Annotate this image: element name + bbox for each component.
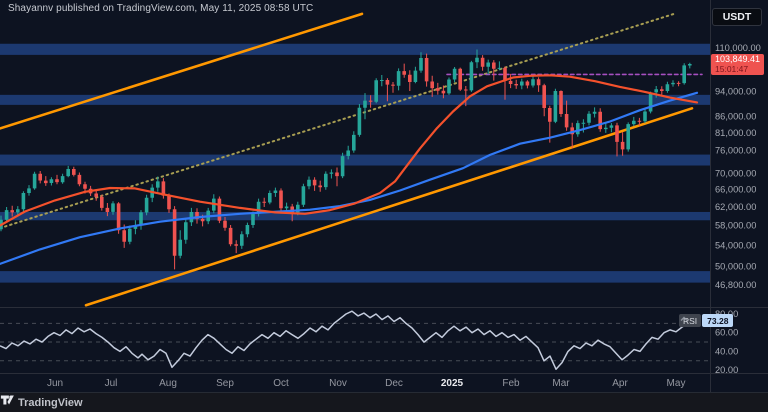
month-label: Aug <box>159 378 177 389</box>
time-axis[interactable]: Jun Jul Aug Sep Oct Nov Dec 2025 Feb Mar Apr May <box>47 378 686 389</box>
price-axis-label: 70,000.00 <box>715 168 756 178</box>
last-price-label[interactable]: 103,849.41 15:01:47 <box>711 54 764 75</box>
price-axis-label: 54,000.00 <box>715 240 756 250</box>
moving-averages-layer <box>0 74 699 265</box>
price-axis[interactable]: 110,000.00 94,000.00 86,000.00 81,000.00 76,… <box>715 43 761 290</box>
month-label: Oct <box>273 378 289 389</box>
ma-slow-blue-line <box>0 91 699 265</box>
month-label: Nov <box>329 378 347 389</box>
month-label: 2025 <box>441 378 464 389</box>
trendline-upper-channel <box>0 12 364 130</box>
last-price-value: 103,849.41 <box>715 54 761 64</box>
rsi-legend[interactable]: RSI 73.28 <box>679 314 734 327</box>
month-label: Sep <box>216 378 234 389</box>
bottom-brand-bar: TradingView <box>0 392 768 412</box>
price-axis-label: 46,800.00 <box>715 280 756 290</box>
bar-countdown: 15:01:47 <box>715 63 749 74</box>
price-axis-label: 62,000.00 <box>715 202 756 212</box>
price-axis-label: 86,000.00 <box>715 111 756 121</box>
price-axis-label: 110,000.00 <box>715 43 761 53</box>
chevron-up-icon[interactable] <box>679 314 689 324</box>
rsi-axis-label: 20.00 <box>715 365 738 375</box>
month-label: May <box>667 378 686 389</box>
month-label: Jun <box>47 378 63 389</box>
support-resistance-zones <box>0 43 710 283</box>
sr-zone <box>0 43 710 55</box>
price-axis-label: 66,000.00 <box>715 185 756 195</box>
trendlines-layer <box>0 12 703 307</box>
attribution-text: Shayannv published on TradingView.com, M… <box>8 3 314 14</box>
candle-wicks-up <box>0 49 691 259</box>
price-axis-label: 58,000.00 <box>715 220 756 230</box>
brand-name[interactable]: TradingView <box>18 396 83 409</box>
rsi-current-value: 73.28 <box>702 314 734 327</box>
candles-layer <box>0 49 692 270</box>
month-label: Jul <box>105 378 118 389</box>
rsi-line <box>0 310 695 370</box>
tradingview-logo-icon[interactable] <box>0 393 16 407</box>
quote-currency-badge[interactable]: USDT <box>712 8 762 26</box>
trendline-mid-channel <box>0 12 675 230</box>
price-axis-label: 76,000.00 <box>715 146 756 156</box>
ma-fast-orange-line <box>0 74 699 227</box>
month-label: Apr <box>612 378 628 389</box>
price-axis-label: 81,000.00 <box>715 128 756 138</box>
trendline-lower-channel <box>84 107 694 307</box>
rsi-axis-label: 40.00 <box>715 346 738 356</box>
rsi-pane-layer <box>0 310 710 370</box>
price-axis-label: 94,000.00 <box>715 87 756 97</box>
sr-zone <box>0 211 710 221</box>
month-label: Dec <box>385 378 403 389</box>
sr-zone <box>0 94 710 105</box>
rsi-axis-label: 60.00 <box>715 328 738 338</box>
price-axis-label: 50,000.00 <box>715 262 756 272</box>
month-label: Feb <box>502 378 520 389</box>
month-label: Mar <box>552 378 570 389</box>
sr-zone <box>0 154 710 166</box>
sr-zone <box>0 271 710 283</box>
